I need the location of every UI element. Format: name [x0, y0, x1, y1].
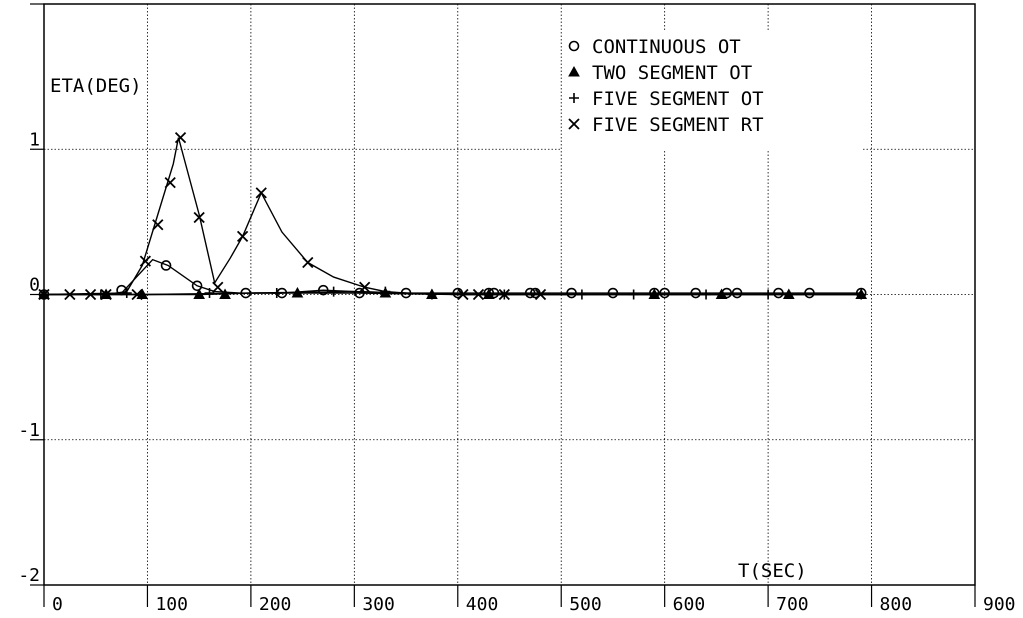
x-marker — [131, 288, 143, 301]
x-tick-label: 400 — [466, 594, 499, 615]
x-marker — [152, 219, 164, 231]
circle-marker — [659, 287, 670, 299]
y-axis-label: ETA(DEG) — [50, 75, 142, 97]
plus-marker — [569, 93, 579, 103]
series-1 — [38, 258, 867, 300]
x-marker — [174, 131, 187, 144]
x-marker — [64, 288, 76, 301]
series-4 — [38, 131, 862, 301]
x-marker — [164, 177, 176, 189]
x-marker — [212, 281, 224, 293]
y-tick-label: -2 — [18, 565, 40, 586]
x-marker — [534, 288, 547, 301]
legend: CONTINUOUS OT TWO SEGMENT OT FIVE SEGMENT … — [568, 36, 764, 136]
circle-marker — [524, 287, 536, 299]
circle-marker — [568, 40, 580, 52]
y-tick-label: 2 — [29, 0, 40, 5]
tick-labels: 0 100 200 300 400 500 600 700 800 900 -2 -1 0 1 2 — [18, 0, 1015, 615]
circle-marker — [731, 287, 743, 299]
x-marker — [302, 256, 314, 269]
legend-background — [562, 32, 862, 150]
triangle-marker — [568, 65, 580, 77]
x-marker — [84, 288, 97, 301]
x-marker — [457, 288, 469, 301]
legend-item: TWO SEGMENT OT — [568, 62, 752, 84]
plus-marker — [271, 288, 282, 299]
circle-marker — [804, 287, 815, 299]
series-line — [44, 137, 862, 296]
circle-marker — [160, 260, 172, 271]
circle-marker — [690, 287, 702, 299]
legend-item: FIVE SEGMENT OT — [569, 88, 764, 110]
x-marker — [472, 288, 485, 301]
x-tick-label: 900 — [983, 594, 1016, 615]
x-tick-label: 600 — [673, 594, 706, 615]
legend-item: CONTINUOUS OT — [568, 36, 741, 58]
legend-label: TWO SEGMENT OT — [592, 62, 752, 84]
x-marker — [139, 255, 152, 267]
x-marker — [236, 230, 249, 243]
x-marker — [568, 118, 580, 130]
x-marker — [255, 187, 267, 199]
circle-marker — [607, 287, 619, 299]
plus-marker — [328, 286, 339, 297]
x-tick-label: 0 — [52, 594, 63, 615]
series-layer — [38, 131, 868, 301]
plus-marker — [204, 288, 215, 299]
x-marker — [100, 288, 112, 301]
y-tick-label: -1 — [18, 420, 40, 441]
legend-label: CONTINUOUS OT — [592, 36, 741, 58]
circle-marker — [191, 280, 203, 292]
x-tick-label: 800 — [880, 594, 913, 615]
y-tick-label: 0 — [29, 275, 40, 296]
y-tick-label: 1 — [29, 129, 40, 150]
x-tick-label: 200 — [259, 594, 292, 615]
legend-item: FIVE SEGMENT RT — [568, 114, 764, 136]
legend-label: FIVE SEGMENT OT — [592, 88, 764, 110]
x-tick-label: 700 — [776, 594, 809, 615]
x-axis-label: T(SEC) — [738, 560, 807, 582]
x-marker — [359, 281, 371, 293]
circle-marker — [566, 287, 577, 299]
plus-marker — [121, 288, 132, 299]
circle-marker — [773, 287, 784, 299]
circle-marker — [317, 284, 329, 296]
x-tick-label: 500 — [569, 594, 602, 615]
x-marker — [498, 288, 510, 301]
x-tick-label: 100 — [155, 594, 188, 615]
x-marker — [193, 211, 205, 224]
legend-label: FIVE SEGMENT RT — [592, 114, 764, 136]
x-tick-label: 300 — [362, 594, 395, 615]
